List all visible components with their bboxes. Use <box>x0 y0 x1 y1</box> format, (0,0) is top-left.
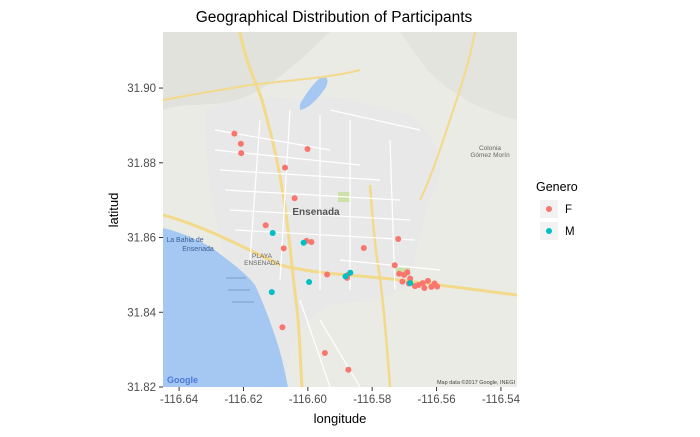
y-tick-label: 31.84 <box>127 307 156 319</box>
data-point-F <box>415 282 422 288</box>
x-tick-label: -116.60 <box>289 394 327 406</box>
highway <box>238 32 304 387</box>
legend-label-F: F <box>565 204 572 216</box>
data-point-F <box>434 283 441 290</box>
highway <box>368 184 392 387</box>
chart-title: Geographical Distribution of Participant… <box>196 9 473 26</box>
x-tick-label: -116.56 <box>417 394 455 406</box>
data-point-M <box>306 279 313 285</box>
y-tick-label: 31.90 <box>127 83 156 95</box>
place-label-bay: La Bahia de Ensenada <box>166 237 214 253</box>
y-tick-label: 31.88 <box>127 158 156 170</box>
data-point-F <box>262 222 269 229</box>
data-point-F <box>404 269 411 276</box>
data-point-F <box>304 146 311 152</box>
highway <box>419 32 476 201</box>
highway <box>163 213 517 297</box>
points-layer <box>231 130 441 373</box>
y-tick-label: 31.86 <box>127 233 156 245</box>
data-point-M <box>300 239 307 246</box>
x-axis-label: longitude <box>314 411 367 426</box>
y-axis-label: latitud <box>106 193 121 228</box>
legend-key-F <box>546 206 552 212</box>
data-point-F <box>345 366 352 373</box>
terrain-hill <box>400 32 517 120</box>
terrain-hill <box>163 32 330 110</box>
data-point-F <box>399 278 406 285</box>
y-axis: 31.82 31.84 31.86 31.88 31.90 <box>127 83 163 394</box>
data-point-F <box>391 262 398 269</box>
x-axis: -116.64 -116.62 -116.60 -116.58 -116.56 -116.… <box>160 387 521 406</box>
x-tick-label: -116.58 <box>353 394 391 406</box>
place-label-colonia: Colonia Gómez Morín <box>470 145 510 159</box>
legend-key-M <box>546 228 552 234</box>
y-tick-label: 31.82 <box>127 382 156 394</box>
data-point-F <box>360 245 367 251</box>
x-tick-label: -116.62 <box>224 394 262 406</box>
data-point-F <box>321 350 328 356</box>
sea <box>163 228 288 387</box>
data-point-F <box>407 275 414 282</box>
legend-items: FM <box>540 200 575 240</box>
data-point-M <box>342 273 349 280</box>
data-point-F <box>396 270 403 277</box>
data-point-F <box>324 271 331 278</box>
x-tick-label: -116.54 <box>482 394 521 406</box>
park-area <box>396 268 410 276</box>
data-point-F <box>231 130 238 137</box>
data-point-M <box>407 280 414 287</box>
legend: Genero FM <box>536 180 578 240</box>
data-point-M <box>347 269 354 276</box>
data-point-M <box>268 289 275 296</box>
lake <box>300 76 328 110</box>
place-label-city: Ensenada <box>292 207 340 218</box>
data-point-M <box>269 230 276 236</box>
data-point-F <box>282 164 288 171</box>
data-point-F <box>237 140 244 147</box>
x-tick-label: -116.64 <box>160 394 199 406</box>
port-piers <box>226 277 254 303</box>
data-point-F <box>421 285 428 291</box>
data-point-F <box>238 150 245 157</box>
highway <box>163 69 361 101</box>
legend-label-M: M <box>565 226 575 238</box>
legend-title: Genero <box>536 180 578 194</box>
data-point-F <box>291 195 298 202</box>
google-logo: Google <box>167 375 198 385</box>
data-point-F <box>280 245 287 252</box>
basemap <box>163 32 517 387</box>
data-point-F <box>308 239 315 245</box>
data-point-F <box>279 324 286 331</box>
map-panel: Ensenada La Bahia de Ensenada PLAYA ENSENA… <box>163 32 517 387</box>
data-point-F <box>424 277 431 284</box>
map-attribution: Map data ©2017 Google, INEGI <box>437 379 516 386</box>
place-label-playa: PLAYA ENSENADA <box>244 253 280 267</box>
data-point-F <box>395 236 402 242</box>
